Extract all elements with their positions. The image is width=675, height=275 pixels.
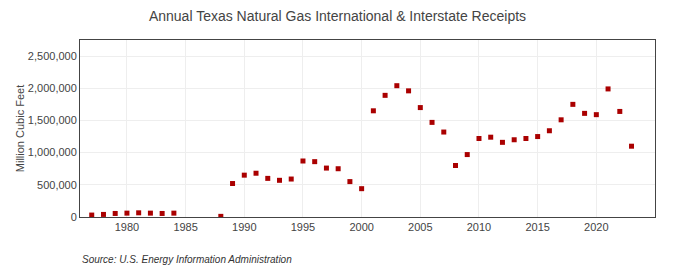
- svg-text:2,000,000: 2,000,000: [28, 82, 77, 94]
- svg-text:2005: 2005: [408, 221, 432, 233]
- svg-text:1985: 1985: [173, 221, 197, 233]
- svg-text:1990: 1990: [232, 221, 256, 233]
- svg-text:1995: 1995: [291, 221, 315, 233]
- svg-text:500,000: 500,000: [37, 179, 77, 191]
- svg-text:2015: 2015: [525, 221, 549, 233]
- svg-text:Annual Texas Natural Gas Inter: Annual Texas Natural Gas International &…: [149, 8, 526, 24]
- svg-text:Source: U.S. Energy Informatio: Source: U.S. Energy Information Administ…: [82, 254, 292, 265]
- svg-text:1980: 1980: [115, 221, 139, 233]
- svg-text:1,500,000: 1,500,000: [28, 114, 77, 126]
- svg-text:2,500,000: 2,500,000: [28, 50, 77, 62]
- svg-text:2020: 2020: [584, 221, 608, 233]
- svg-text:Million Cubic Feet: Million Cubic Feet: [14, 85, 26, 172]
- svg-text:2000: 2000: [349, 221, 373, 233]
- svg-text:2010: 2010: [467, 221, 491, 233]
- svg-text:0: 0: [71, 211, 77, 223]
- svg-text:1,000,000: 1,000,000: [28, 146, 77, 158]
